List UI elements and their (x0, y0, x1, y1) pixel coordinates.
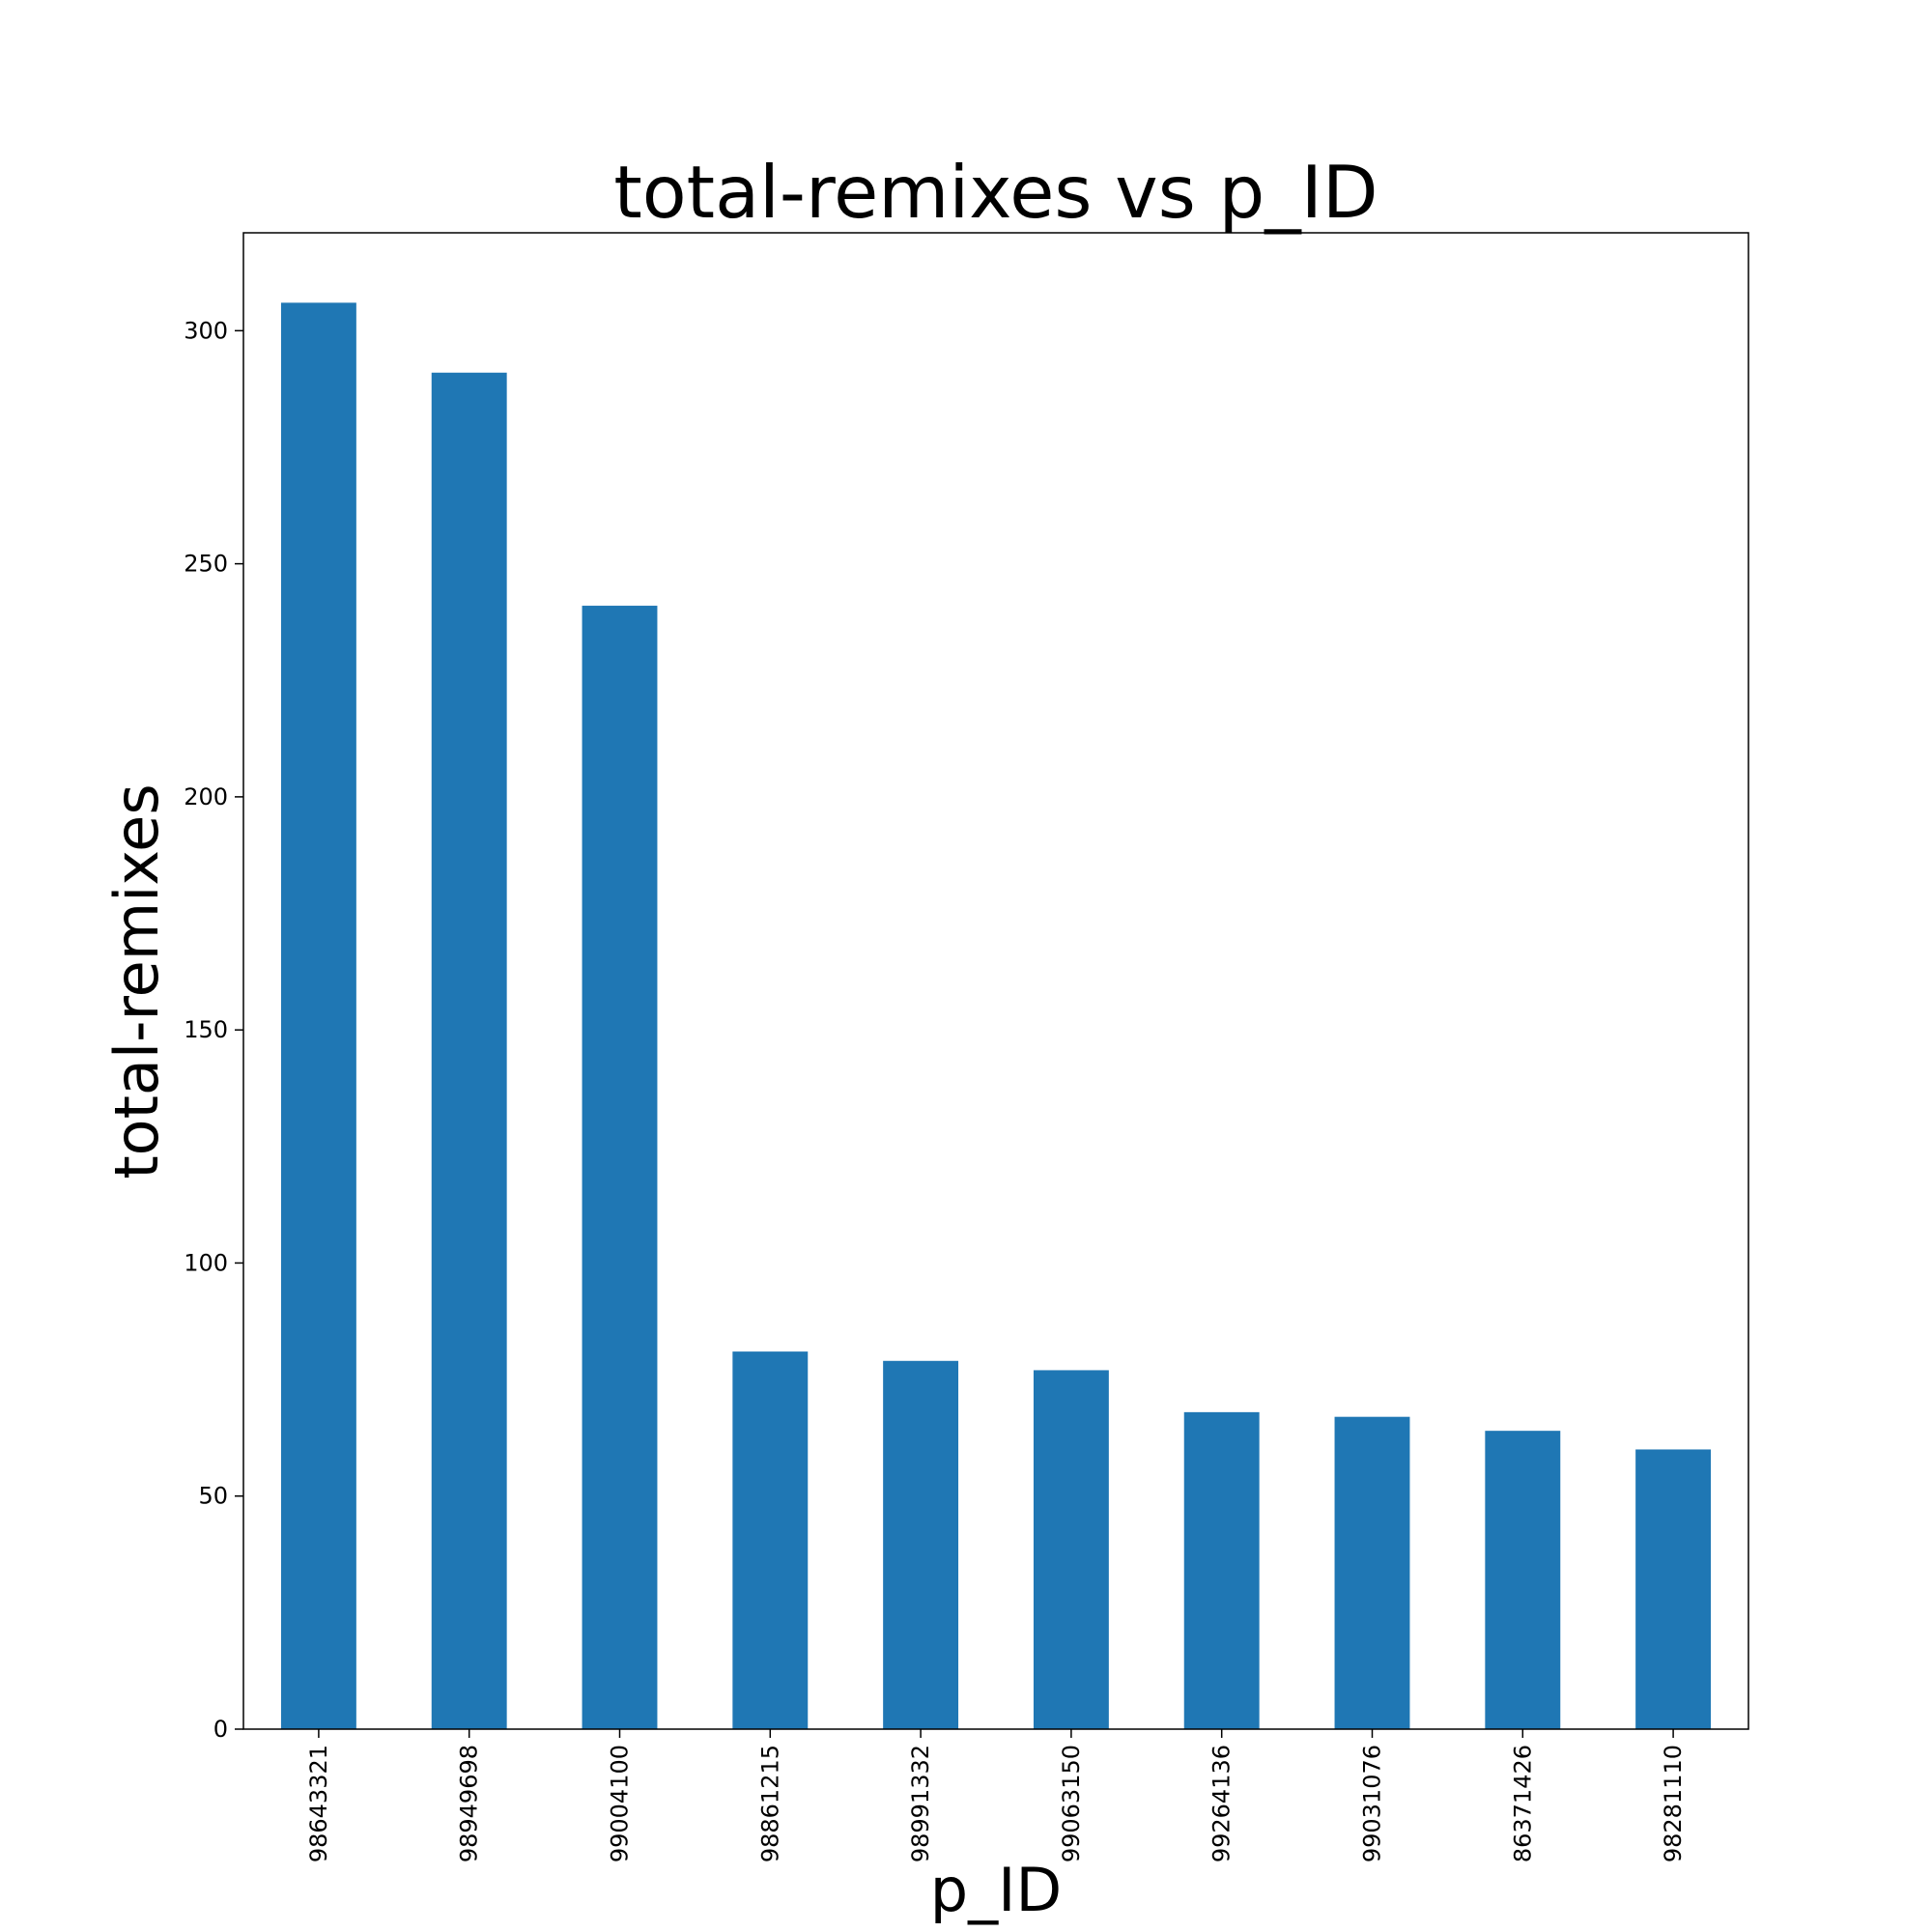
bar-99004100 (582, 606, 658, 1729)
x-axis: 98643321 98949698 99004100 98861215 98991332… (305, 1729, 1687, 1862)
bar-98949698 (431, 372, 507, 1729)
y-tick-label: 200 (184, 783, 228, 810)
bar-98643321 (280, 302, 356, 1729)
x-tick-label: 99004100 (607, 1745, 634, 1862)
y-axis: 0 50 100 150 200 250 300 (184, 317, 243, 1743)
bar-98281110 (1635, 1449, 1712, 1729)
x-tick-label: 98643321 (305, 1745, 332, 1862)
x-tick-label: 98861215 (756, 1745, 783, 1862)
x-tick-label: 99264136 (1208, 1745, 1236, 1862)
y-tick-label: 50 (198, 1483, 228, 1510)
y-tick-label: 0 (213, 1716, 228, 1743)
bar-99264136 (1183, 1411, 1260, 1729)
x-tick-label: 99031076 (1359, 1745, 1386, 1862)
x-tick-label: 99063150 (1058, 1745, 1085, 1862)
bar-86371426 (1485, 1431, 1561, 1729)
bar-98861215 (732, 1351, 809, 1729)
x-tick-label: 98281110 (1660, 1745, 1687, 1862)
bars-group (280, 302, 1712, 1729)
y-tick-label: 150 (184, 1016, 228, 1043)
y-axis-label: total-remixes (101, 783, 172, 1179)
y-tick-label: 300 (184, 317, 228, 344)
chart-title: total-remixes vs p_ID (613, 150, 1378, 235)
y-tick-label: 100 (184, 1249, 228, 1276)
bar-99063150 (1033, 1370, 1109, 1729)
x-tick-label: 86371426 (1509, 1745, 1536, 1862)
x-tick-label: 98991332 (907, 1745, 934, 1862)
y-tick-label: 250 (184, 551, 228, 578)
x-axis-label: p_ID (930, 1855, 1062, 1925)
bar-99031076 (1334, 1416, 1410, 1729)
x-tick-label: 98949698 (456, 1745, 483, 1862)
bar-98991332 (883, 1360, 959, 1729)
plot-frame (242, 232, 1749, 1730)
